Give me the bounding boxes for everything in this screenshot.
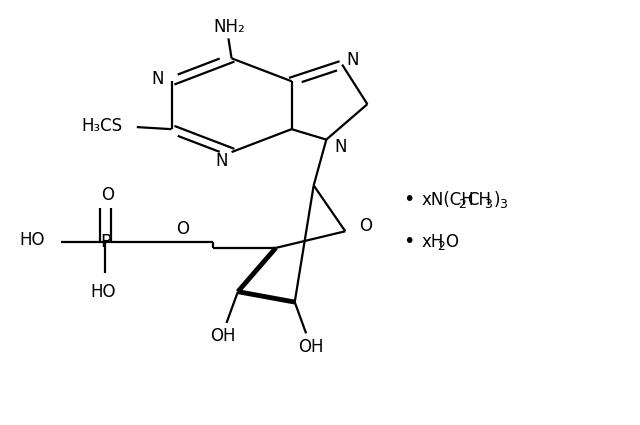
Text: OH: OH	[298, 338, 324, 356]
Text: 2: 2	[438, 240, 445, 253]
Text: P: P	[100, 232, 111, 251]
Text: 3: 3	[499, 198, 508, 212]
Text: •: •	[403, 190, 414, 210]
Text: O: O	[360, 217, 372, 235]
Text: O: O	[176, 220, 189, 238]
Text: NH₂: NH₂	[213, 18, 245, 36]
Text: HO: HO	[91, 283, 116, 300]
Text: HO: HO	[20, 232, 45, 249]
Text: xH: xH	[421, 232, 444, 251]
Text: N: N	[216, 152, 228, 170]
Text: 3: 3	[484, 198, 492, 212]
Text: ): )	[493, 191, 500, 209]
Text: O: O	[100, 186, 114, 204]
Text: CH: CH	[467, 191, 491, 209]
Text: 2: 2	[458, 198, 465, 212]
Text: H₃CS: H₃CS	[81, 117, 123, 135]
Text: OH: OH	[211, 327, 236, 345]
Text: N: N	[346, 51, 358, 68]
Text: xN(CH: xN(CH	[421, 191, 474, 209]
Text: N: N	[152, 70, 164, 88]
Text: •: •	[403, 232, 414, 251]
Text: O: O	[445, 232, 458, 251]
Text: N: N	[334, 138, 346, 156]
